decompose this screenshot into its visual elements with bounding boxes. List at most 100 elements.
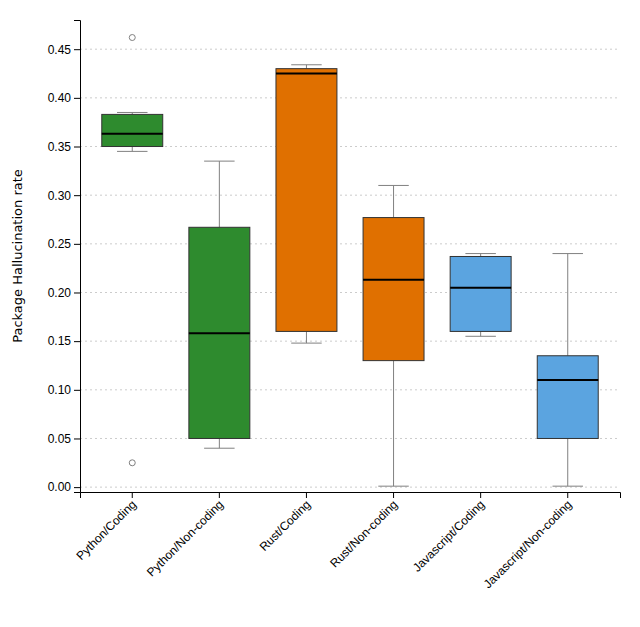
grid-line <box>80 97 620 98</box>
x-tick-label: Rust/Coding <box>257 497 314 554</box>
x-tick-label: Javascript/Coding <box>410 497 487 574</box>
chart: 0.00 0.05 0.10 0.15 0.20 0.25 0.30 0.35 0.40 0.45… <box>0 0 640 627</box>
whisker-low <box>393 361 394 487</box>
y-tick-label: 0.25 <box>48 237 72 251</box>
y-tick-label: 0.20 <box>48 286 72 300</box>
y-tick-mark <box>74 49 80 50</box>
y-tick-mark <box>74 292 80 293</box>
x-tick-mark <box>132 492 133 498</box>
box <box>363 218 424 361</box>
box-group <box>102 35 163 466</box>
whisker-low <box>306 331 307 343</box>
cap-high <box>204 161 234 162</box>
y-tick-mark <box>74 341 80 342</box>
x-tick: Javascript/Coding <box>410 492 487 575</box>
x-tick-mark <box>393 492 394 498</box>
y-tick: 0.15 <box>48 334 80 348</box>
y-tick-label: 0.05 <box>48 432 72 446</box>
y-tick: 0.35 <box>48 140 80 154</box>
x-tick-mark <box>567 492 568 498</box>
cap-high <box>465 253 495 254</box>
whisker-high <box>219 161 220 227</box>
grid-line <box>80 341 620 342</box>
x-tick: Javascript/Non-coding <box>481 492 575 591</box>
y-tick: 0.20 <box>48 286 80 300</box>
cap-low <box>117 151 147 152</box>
cap-low <box>465 336 495 337</box>
y-tick-label: 0.30 <box>48 189 72 203</box>
box <box>102 114 163 146</box>
whisker-low <box>219 438 220 448</box>
y-tick-label: 0.40 <box>48 91 72 105</box>
x-tick-label: Javascript/Non-coding <box>481 497 575 591</box>
x-tick: Python/Non-coding <box>144 492 226 579</box>
whisker-high <box>393 185 394 217</box>
y-tick: 0.25 <box>48 237 80 251</box>
y-tick-mark <box>74 195 80 196</box>
whisker-low <box>132 147 133 152</box>
y-tick-label: 0.10 <box>48 383 72 397</box>
grid-line <box>80 292 620 293</box>
median <box>276 73 337 75</box>
y-tick-label: 0.45 <box>48 43 72 57</box>
cap-low <box>378 486 408 487</box>
box <box>189 227 250 438</box>
y-tick-label: 0.15 <box>48 334 72 348</box>
y-tick: 0.30 <box>48 189 80 203</box>
x-tick: Rust/Coding <box>257 492 314 554</box>
box-group <box>450 254 511 337</box>
median <box>102 133 163 135</box>
x-tick-mark <box>306 492 307 498</box>
y-tick-mark <box>74 438 80 439</box>
x-axis: Python/CodingPython/Non-coding Rust/Codin… <box>73 492 620 591</box>
whisker-low <box>480 331 481 336</box>
cap-high <box>117 112 147 113</box>
grid-line <box>80 195 620 196</box>
flier <box>129 35 135 41</box>
whisker-high <box>306 65 307 69</box>
x-tick-label: Rust/Non-coding <box>327 497 400 570</box>
marks <box>102 35 598 487</box>
box-group <box>189 161 250 448</box>
median <box>537 379 598 381</box>
y-tick-mark <box>74 98 80 99</box>
y-axis: 0.00 0.05 0.10 0.15 0.20 0.25 0.30 0.35 0.40 0.45 <box>48 21 81 495</box>
whisker-low <box>567 438 568 486</box>
cap-low <box>204 448 234 449</box>
cap-high <box>291 64 321 65</box>
whisker-high <box>567 254 568 356</box>
y-tick-label: 0.35 <box>48 140 72 154</box>
plot: 0.00 0.05 0.10 0.15 0.20 0.25 0.30 0.35 0.40 0.45… <box>10 21 621 592</box>
median <box>189 332 250 334</box>
y-tick: 0.10 <box>48 383 80 397</box>
y-tick-mark <box>74 244 80 245</box>
box <box>450 256 511 331</box>
median <box>363 279 424 281</box>
y-tick-mark <box>74 487 80 488</box>
cap-high <box>553 253 583 254</box>
flier <box>129 460 135 466</box>
grid-line <box>80 49 620 50</box>
box <box>537 356 598 439</box>
box-group <box>363 185 424 486</box>
cap-high <box>378 185 408 186</box>
x-tick-mark <box>480 492 481 498</box>
cap-low <box>291 343 321 344</box>
x-tick-label: Python/Non-coding <box>144 497 226 579</box>
x-tick-label: Python/Coding <box>73 497 139 563</box>
grid <box>80 49 620 487</box>
box <box>276 69 337 332</box>
x-tick: Rust/Non-coding <box>327 492 400 570</box>
y-tick: 0.00 <box>48 480 80 494</box>
x-tick: Python/Coding <box>73 492 139 563</box>
y-axis-line <box>74 21 81 493</box>
y-tick-label: 0.00 <box>48 480 72 494</box>
y-axis-title: Package Hallucination rate <box>10 169 25 343</box>
x-axis-line <box>81 493 621 499</box>
box-group <box>276 65 337 343</box>
cap-low <box>553 486 583 487</box>
y-tick-mark <box>74 390 80 391</box>
y-tick: 0.45 <box>48 43 80 57</box>
grid-line <box>80 487 620 488</box>
grid-line <box>80 243 620 244</box>
